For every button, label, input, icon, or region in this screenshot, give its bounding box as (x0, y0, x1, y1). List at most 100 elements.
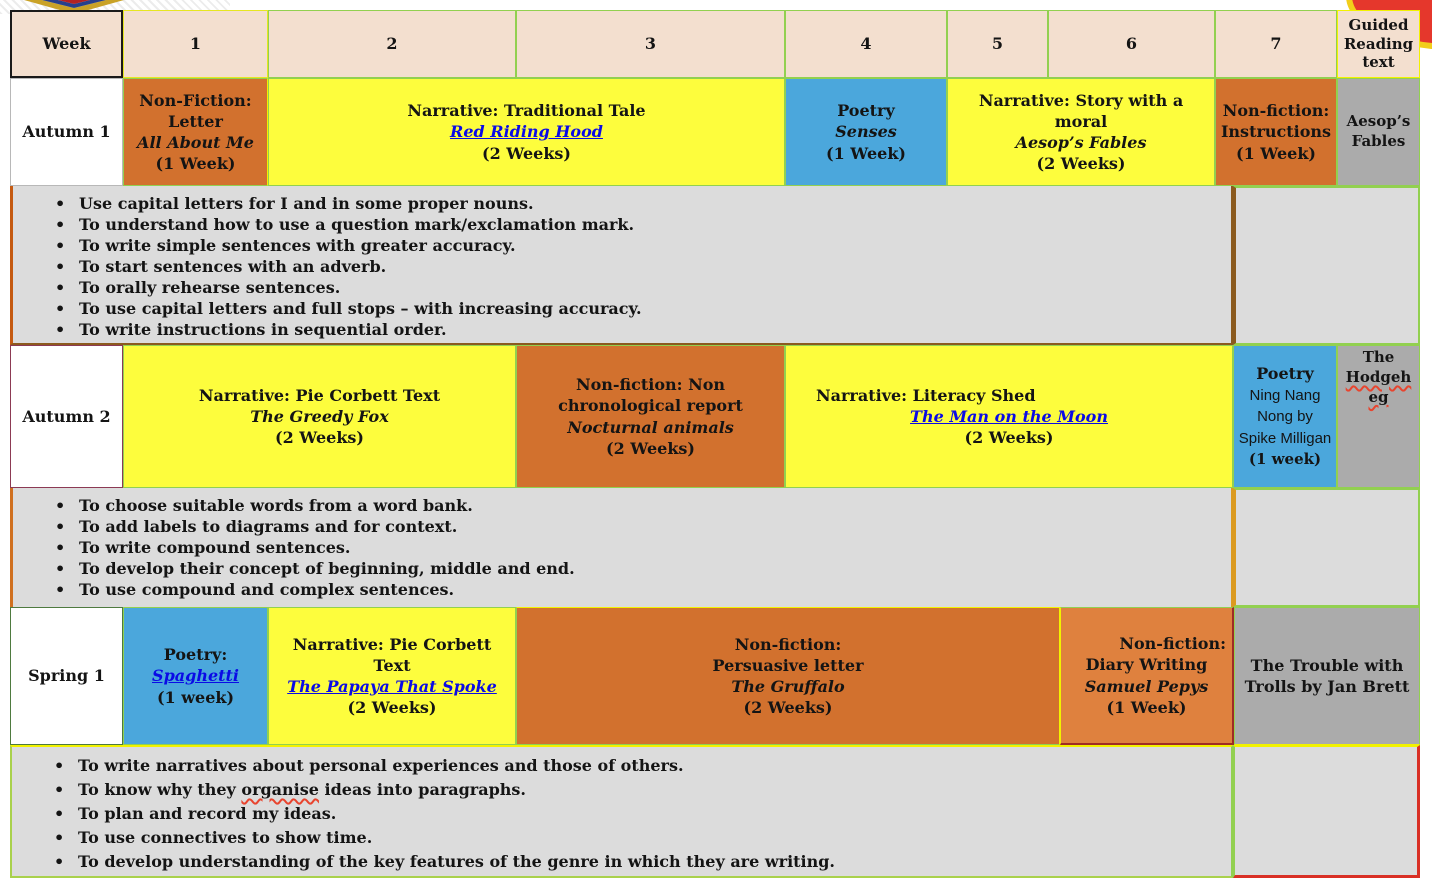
school-logo-left-ribbon (24, 0, 124, 14)
row-label-autumn-2: Autumn 2 (10, 345, 123, 488)
cell-autumn1-non-fiction-letter: Non-Fiction: Letter All About Me (1 Week… (123, 78, 268, 186)
cell-subtitle: The Greedy Fox (250, 406, 389, 426)
guided-reading-text: The Trouble with Trolls by Jan Brett (1244, 655, 1410, 696)
week-number: 2 (386, 34, 398, 54)
cell-weeks: (1 Week) (1236, 143, 1316, 163)
guided-reading-text: Aesop’s Fables (1346, 112, 1411, 150)
cell-spring1-pie-corbett: Narrative: Pie Corbett Text The Papaya T… (268, 607, 516, 745)
cell-autumn1-story-with-moral: Narrative: Story with a moral Aesop’s Fa… (947, 78, 1215, 186)
objectives-list-autumn-1: Use capital letters for I and in some pr… (13, 186, 1231, 340)
cell-subtitle: Senses (835, 122, 897, 142)
link-man-on-the-moon[interactable]: The Man on the Moon (910, 406, 1108, 426)
objectives-band-autumn-2: To choose suitable words from a word ban… (10, 488, 1233, 607)
cell-subtitle: All About Me (137, 133, 254, 152)
cell-spring1-poetry-spaghetti: Poetry: Spaghetti (1 week) (123, 607, 268, 745)
cell-title: Non-Fiction: Letter (139, 90, 252, 131)
header-cell-6: 6 (1048, 10, 1215, 78)
cell-weeks: (1 Week) (155, 154, 236, 174)
header-cell-3: 3 (516, 10, 785, 78)
objective-item: To start sentences with an adverb. (51, 256, 1219, 277)
cell-title: Poetry (1256, 364, 1314, 384)
header-cell-1: 1 (123, 10, 268, 78)
cell-subtitle: Aesop’s Fables (1015, 133, 1147, 152)
header-cell-guided-reading: Guided Reading text (1337, 10, 1420, 78)
link-spaghetti[interactable]: Spaghetti (152, 666, 239, 686)
week-number: 3 (644, 34, 657, 54)
objective-item: To use compound and complex sentences. (51, 579, 1219, 600)
header-cell-5: 5 (947, 10, 1048, 78)
week-number: 6 (1125, 34, 1138, 54)
cell-weeks: (1 Week) (1106, 697, 1187, 717)
header-cell-4: 4 (785, 10, 947, 78)
cell-weeks: (2 Weeks) (1036, 154, 1126, 174)
cell-weeks: (1 week) (1248, 449, 1322, 468)
objective-item: To add labels to diagrams and for contex… (51, 516, 1219, 537)
header-cell-week: Week (10, 10, 123, 78)
objectives-band-spring-1: To write narratives about personal exper… (10, 745, 1233, 878)
week-number: 4 (860, 34, 872, 54)
objective-item: Use capital letters for I and in some pr… (51, 193, 1219, 214)
objective-item: To choose suitable words from a word ban… (51, 495, 1219, 516)
objectives-band-spring-1-right (1233, 745, 1420, 878)
cell-weeks: (2 Weeks) (743, 698, 833, 718)
cell-autumn1-poetry-senses: Poetry Senses (1 Week) (785, 78, 947, 186)
objective-item: To write compound sentences. (51, 537, 1219, 558)
objectives-band-autumn-1-right (1233, 186, 1420, 345)
cell-subtitle: Nocturnal animals (567, 417, 734, 437)
row-label-spring-1: Spring 1 (10, 607, 123, 745)
cell-title: Persuasive letter (712, 655, 864, 675)
cell-spring1-diary-writing: Non-fiction: Diary Writing Samuel Pepys … (1060, 607, 1234, 745)
cell-autumn1-instructions: Non-fiction: Instructions (1 Week) (1215, 78, 1337, 186)
cell-weeks: (1 Week) (826, 143, 906, 163)
cell-weeks: (2 Weeks) (482, 143, 571, 163)
objective-item: To orally rehearse sentences. (51, 277, 1219, 298)
cell-autumn2-non-chronological-report: Non-fiction: Non chronological report No… (516, 345, 785, 488)
cell-autumn1-traditional-tale: Narrative: Traditional Tale Red Riding H… (268, 78, 785, 186)
cell-weeks: (1 week) (156, 687, 235, 707)
week-number: 5 (991, 34, 1004, 54)
misspelled-word: Hodgeheg (1345, 367, 1412, 406)
objective-item: To use connectives to show time. (50, 826, 1219, 850)
cell-weeks: (2 Weeks) (275, 428, 364, 448)
objectives-list-autumn-2: To choose suitable words from a word ban… (13, 488, 1231, 600)
cell-title: Narrative: Pie Corbett Text (198, 385, 441, 405)
objective-item: To develop their concept of beginning, m… (51, 558, 1219, 579)
term-label: Autumn 2 (22, 406, 111, 426)
cell-title: Non-fiction: (734, 634, 842, 654)
objective-item: To understand how to use a question mark… (51, 214, 1219, 235)
row-label-autumn-1: Autumn 1 (10, 78, 123, 186)
cell-autumn2-guided-reading: The Hodgeheg (1337, 345, 1420, 488)
objective-item: To use capital letters and full stops – … (51, 298, 1219, 319)
link-red-riding-hood[interactable]: Red Riding Hood (450, 122, 603, 142)
objective-item: To write narratives about personal exper… (50, 754, 1219, 778)
misspelled-word: organise (241, 780, 319, 799)
objective-item: To write simple sentences with greater a… (51, 235, 1219, 256)
term-label: Autumn 1 (22, 122, 111, 142)
cell-weeks: (2 Weeks) (964, 428, 1054, 448)
cell-autumn2-literacy-shed: Narrative: Literacy Shed The Man on the … (785, 345, 1233, 488)
cell-weeks: (2 Weeks) (347, 698, 437, 718)
header-cell-7: 7 (1215, 10, 1337, 78)
objective-text: ideas into paragraphs. (318, 780, 526, 799)
week-number: 7 (1270, 34, 1282, 54)
link-papaya-that-spoke[interactable]: The Papaya That Spoke (287, 677, 497, 696)
cell-title: Narrative: Story with a moral (978, 90, 1184, 131)
guided-reading-label: Guided Reading text (1343, 15, 1414, 72)
cell-title: Non-fiction: (1119, 634, 1226, 654)
cell-title: Narrative: Literacy Shed (816, 385, 1036, 405)
header-week-label: Week (42, 34, 91, 54)
cell-autumn1-guided-reading: Aesop’s Fables (1337, 78, 1420, 186)
objective-item: To write instructions in sequential orde… (51, 319, 1219, 340)
header-cell-2: 2 (268, 10, 516, 78)
guided-reading-text: The (1362, 348, 1395, 366)
objective-item: To plan and record my ideas. (50, 802, 1219, 826)
cell-spring1-guided-reading: The Trouble with Trolls by Jan Brett (1234, 607, 1420, 745)
cell-title: Narrative: Pie Corbett Text (292, 634, 492, 675)
week-number: 1 (189, 34, 202, 54)
cell-subtitle: The Gruffalo (731, 677, 845, 696)
cell-title: Poetry (837, 101, 895, 121)
cell-title: Narrative: Traditional Tale (407, 101, 646, 121)
cell-weeks: (2 Weeks) (606, 438, 695, 458)
objectives-band-autumn-2-right (1233, 488, 1420, 607)
